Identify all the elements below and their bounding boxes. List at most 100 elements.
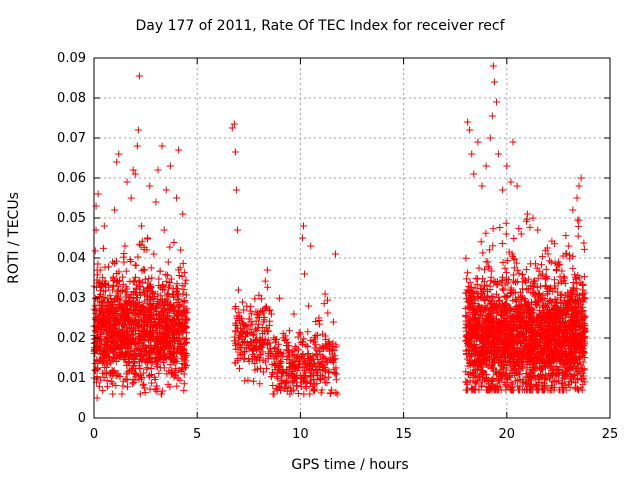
- data-point: [131, 306, 139, 314]
- data-point: [321, 290, 329, 298]
- data-point: [139, 381, 147, 389]
- data-point: [94, 279, 102, 287]
- data-point: [529, 214, 537, 222]
- data-point: [151, 305, 159, 313]
- data-point: [139, 315, 147, 323]
- data-point: [181, 298, 189, 306]
- data-point: [102, 281, 110, 289]
- data-point: [243, 302, 251, 310]
- data-point: [166, 243, 174, 251]
- data-point: [148, 274, 156, 282]
- data-point: [138, 357, 146, 365]
- data-point: [496, 224, 504, 232]
- data-point: [248, 347, 256, 355]
- data-point: [260, 328, 268, 336]
- data-point: [565, 242, 573, 250]
- data-point: [143, 293, 151, 301]
- data-point: [123, 178, 131, 186]
- data-point: [151, 344, 159, 352]
- data-point: [503, 382, 511, 390]
- data-point: [169, 291, 177, 299]
- data-point: [579, 286, 587, 294]
- data-point: [163, 370, 171, 378]
- data-point: [180, 268, 188, 276]
- data-point: [155, 353, 163, 361]
- data-point: [566, 251, 574, 259]
- data-point: [101, 321, 109, 329]
- data-point: [117, 336, 125, 344]
- data-point: [157, 330, 165, 338]
- data-point: [160, 364, 168, 372]
- data-point: [174, 340, 182, 348]
- data-point: [253, 311, 261, 319]
- data-point: [149, 335, 157, 343]
- data-point: [93, 322, 101, 330]
- data-point: [247, 303, 255, 311]
- data-point: [490, 78, 498, 86]
- data-point: [143, 365, 151, 373]
- data-point: [152, 198, 160, 206]
- data-point: [176, 264, 184, 272]
- data-point: [248, 329, 256, 337]
- data-point: [470, 170, 478, 178]
- data-point: [291, 342, 299, 350]
- x-tick-label: 15: [395, 427, 412, 442]
- data-point: [507, 178, 515, 186]
- data-point: [304, 328, 312, 336]
- data-point: [140, 265, 148, 273]
- data-point: [333, 390, 341, 398]
- data-point: [236, 351, 244, 359]
- data-point: [150, 250, 158, 258]
- data-point: [252, 325, 260, 333]
- data-point: [502, 230, 510, 238]
- data-point: [133, 142, 141, 150]
- data-point: [462, 254, 470, 262]
- data-point: [155, 369, 163, 377]
- data-point: [534, 226, 542, 234]
- data-point: [119, 281, 127, 289]
- data-point: [182, 276, 190, 284]
- data-point: [264, 283, 272, 291]
- data-point: [97, 350, 105, 358]
- data-point: [489, 242, 497, 250]
- data-point: [252, 339, 260, 347]
- data-point: [263, 364, 271, 372]
- data-point: [232, 345, 240, 353]
- data-point: [166, 383, 174, 391]
- data-point: [259, 368, 267, 376]
- data-point: [173, 194, 181, 202]
- data-point: [235, 308, 243, 316]
- data-point: [265, 322, 273, 330]
- data-point: [166, 162, 174, 170]
- data-point: [159, 355, 167, 363]
- data-point: [109, 282, 117, 290]
- data-point: [235, 333, 243, 341]
- data-point: [126, 256, 134, 264]
- data-point: [250, 377, 258, 385]
- data-point: [248, 338, 256, 346]
- data-point: [492, 98, 500, 106]
- data-point: [482, 162, 490, 170]
- data-point: [259, 348, 267, 356]
- data-point: [253, 327, 261, 335]
- data-point: [110, 333, 118, 341]
- data-point: [125, 309, 133, 317]
- data-point: [522, 277, 530, 285]
- data-point: [120, 301, 128, 309]
- data-point: [317, 389, 325, 397]
- data-point: [136, 364, 144, 372]
- data-point: [480, 266, 488, 274]
- data-point: [240, 338, 248, 346]
- data-point: [163, 327, 171, 335]
- data-point: [107, 343, 115, 351]
- data-point: [329, 318, 337, 326]
- data-point: [137, 222, 145, 230]
- data-point: [113, 316, 121, 324]
- data-point: [173, 333, 181, 341]
- data-point: [241, 377, 249, 385]
- data-point: [232, 302, 240, 310]
- data-point: [127, 320, 135, 328]
- data-point: [172, 315, 180, 323]
- data-point: [112, 381, 120, 389]
- data-point: [182, 291, 190, 299]
